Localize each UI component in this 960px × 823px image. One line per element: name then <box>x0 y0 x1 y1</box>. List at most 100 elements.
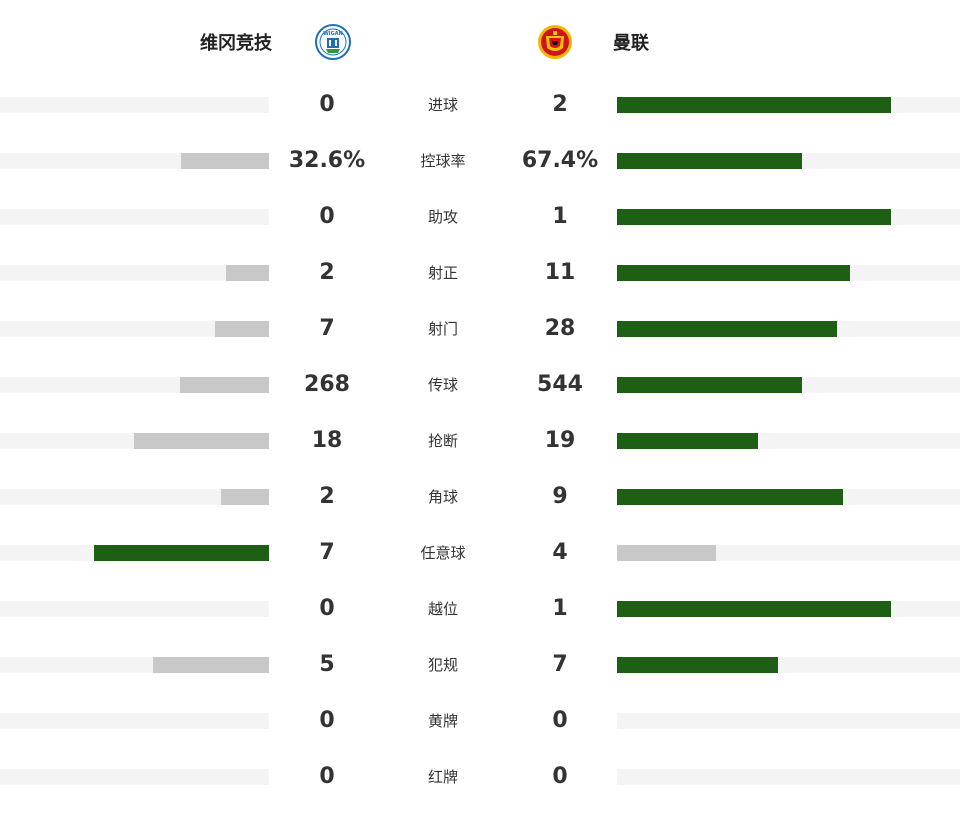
man-utd-crest-icon[interactable] <box>536 22 574 62</box>
away-bar-fill <box>617 153 802 169</box>
away-stat-value: 1 <box>552 596 568 621</box>
away-stat-value: 11 <box>544 260 576 285</box>
away-bar-track <box>617 377 960 393</box>
away-bar-track <box>617 321 960 337</box>
away-stat-value: 1 <box>552 204 568 229</box>
home-bar-track <box>0 489 269 505</box>
wigan-crest-icon[interactable]: WIGAN <box>314 22 352 62</box>
away-bar-fill <box>617 97 891 113</box>
home-bar-fill <box>153 657 269 673</box>
home-bar-fill <box>94 545 269 561</box>
home-bar-track <box>0 321 269 337</box>
away-bar-track <box>617 265 960 281</box>
away-bar-fill <box>617 545 716 561</box>
stat-row: 7 射门 28 <box>0 304 960 360</box>
home-bar-track <box>0 545 269 561</box>
away-bar-fill <box>617 321 837 337</box>
match-header: 维冈竞技 WIGAN 曼联 <box>0 0 960 80</box>
away-bar-fill <box>617 489 843 505</box>
stat-label: 助攻 <box>427 208 458 226</box>
stat-label: 射正 <box>427 264 458 282</box>
away-team-name[interactable]: 曼联 <box>613 33 649 54</box>
home-bar-track <box>0 657 269 673</box>
away-stat-value: 28 <box>544 316 576 341</box>
away-bar-fill <box>617 601 891 617</box>
home-bar-fill <box>221 489 269 505</box>
home-bar-fill <box>226 265 269 281</box>
stat-label: 任意球 <box>420 544 466 562</box>
away-bar-track <box>617 769 960 785</box>
home-stat-value: 2 <box>319 484 335 509</box>
stat-label: 越位 <box>427 600 458 618</box>
away-bar-track <box>617 657 960 673</box>
stat-row: 0 黄牌 0 <box>0 696 960 752</box>
away-stat-value: 67.4% <box>521 148 599 173</box>
stat-label: 射门 <box>427 320 458 338</box>
home-stat-value: 0 <box>319 764 335 789</box>
away-bar-fill <box>617 433 758 449</box>
home-stat-value: 0 <box>319 708 335 733</box>
home-stat-value: 268 <box>304 372 350 397</box>
away-stat-value: 2 <box>552 92 568 117</box>
stat-row: 2 角球 9 <box>0 472 960 528</box>
away-bar-track <box>617 97 960 113</box>
home-bar-fill <box>181 153 269 169</box>
home-stat-value: 32.6% <box>288 148 366 173</box>
away-stat-value: 0 <box>552 764 568 789</box>
stat-row: 0 越位 1 <box>0 584 960 640</box>
home-stat-value: 0 <box>319 204 335 229</box>
stat-label: 进球 <box>427 96 458 114</box>
stat-label: 抢断 <box>427 432 458 450</box>
away-bar-fill <box>617 265 850 281</box>
home-bar-track <box>0 153 269 169</box>
away-bar-fill <box>617 377 802 393</box>
away-stat-value: 7 <box>552 652 568 677</box>
away-bar-track <box>617 601 960 617</box>
home-bar-fill <box>134 433 269 449</box>
home-stat-value: 0 <box>319 596 335 621</box>
away-bar-track <box>617 545 960 561</box>
home-stat-value: 7 <box>319 316 335 341</box>
home-stat-value: 2 <box>319 260 335 285</box>
stat-row: 268 传球 544 <box>0 360 960 416</box>
away-stat-value: 4 <box>552 540 568 565</box>
stat-row: 5 犯规 7 <box>0 640 960 696</box>
stat-row: 7 任意球 4 <box>0 528 960 584</box>
stat-row: 32.6% 控球率 67.4% <box>0 136 960 192</box>
home-bar-track <box>0 265 269 281</box>
home-stat-value: 18 <box>311 428 343 453</box>
away-stat-value: 19 <box>544 428 576 453</box>
away-stat-value: 544 <box>537 372 583 397</box>
stat-label: 角球 <box>427 488 458 506</box>
home-team-name[interactable]: 维冈竞技 <box>200 33 272 54</box>
home-bar-track <box>0 713 269 729</box>
home-bar-fill <box>215 321 269 337</box>
wigan-crest-text: WIGAN <box>323 31 343 37</box>
home-stat-value: 0 <box>319 92 335 117</box>
home-bar-track <box>0 377 269 393</box>
away-bar-track <box>617 713 960 729</box>
stat-label: 犯规 <box>427 656 458 674</box>
home-bar-track <box>0 209 269 225</box>
stat-row: 0 红牌 0 <box>0 752 960 808</box>
stat-row: 2 射正 11 <box>0 248 960 304</box>
home-bar-track <box>0 433 269 449</box>
stat-label: 控球率 <box>420 152 466 170</box>
away-stat-value: 0 <box>552 708 568 733</box>
stat-label: 黄牌 <box>427 712 458 730</box>
home-stat-value: 7 <box>319 540 335 565</box>
home-bar-track <box>0 601 269 617</box>
home-bar-fill <box>180 377 269 393</box>
away-bar-fill <box>617 209 891 225</box>
away-bar-track <box>617 433 960 449</box>
away-bar-track <box>617 153 960 169</box>
away-bar-track <box>617 209 960 225</box>
stat-label: 传球 <box>427 376 458 394</box>
home-bar-track <box>0 769 269 785</box>
away-bar-fill <box>617 657 778 673</box>
stat-label: 红牌 <box>427 768 458 786</box>
stat-row: 18 抢断 19 <box>0 416 960 472</box>
stat-row: 0 助攻 1 <box>0 192 960 248</box>
home-stat-value: 5 <box>319 652 335 677</box>
away-stat-value: 9 <box>552 484 568 509</box>
